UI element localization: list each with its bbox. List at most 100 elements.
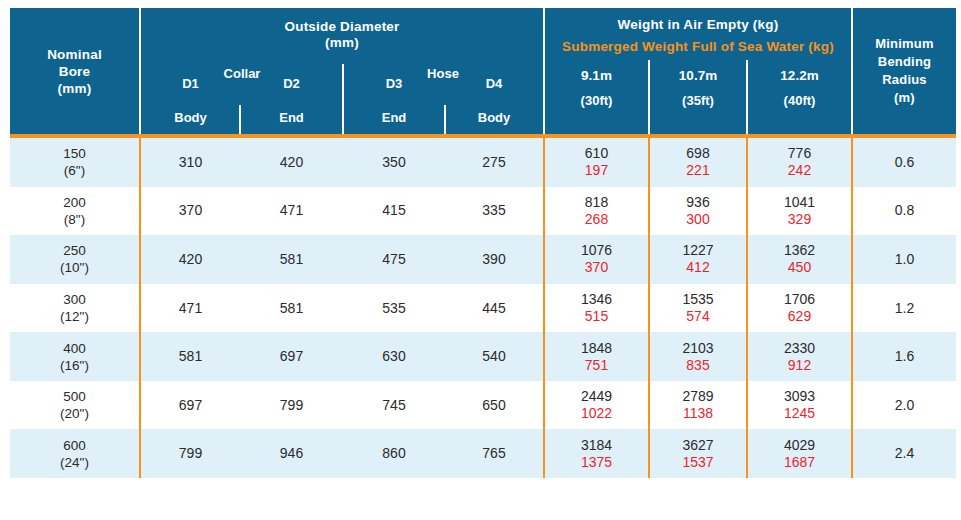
submerged-weight-subtitle: Submerged Weight Full of Sea Water (kg) [545, 39, 851, 54]
outside-diameter-title: Outside Diameter [141, 19, 543, 35]
weight-submerged-value: 412 [686, 259, 709, 276]
bore-inches: (16") [60, 357, 89, 374]
weight-air-value: 3627 [682, 437, 713, 454]
cell-d2: 420 [240, 138, 343, 187]
d3-value: 860 [382, 445, 405, 462]
weight-air-value: 4029 [784, 437, 815, 454]
d4-value: 275 [482, 154, 505, 171]
cell-weight-12-2m: 1041 329 [746, 187, 851, 236]
cell-weight-12-2m: 1706 629 [746, 284, 851, 333]
cell-weight-12-2m: 3093 1245 [746, 381, 851, 430]
d4-value: 765 [482, 445, 505, 462]
outside-diameter-unit: (mm) [141, 35, 543, 51]
weight-air-value: 3184 [581, 437, 612, 454]
d3-value: 415 [382, 202, 405, 219]
cell-d4: 540 [445, 332, 543, 381]
cell-weight-12-2m: 1362 450 [746, 235, 851, 284]
cell-d1: 799 [139, 429, 240, 478]
weight-submerged-value: 197 [585, 162, 608, 179]
d1-value: 370 [179, 202, 202, 219]
divider-end-body [444, 105, 446, 134]
d3-position-label: End [382, 110, 407, 125]
d4-value: 650 [482, 397, 505, 414]
cell-d1: 471 [139, 284, 240, 333]
weight-submerged-value: 515 [585, 308, 608, 325]
cell-d4: 390 [445, 235, 543, 284]
cell-nominal-bore: 600 (24") [10, 429, 139, 478]
cell-d1: 581 [139, 332, 240, 381]
weight-air-value: 1706 [784, 291, 815, 308]
radius-value: 2.0 [895, 397, 914, 414]
weight-air-value: 3093 [784, 388, 815, 405]
radius-value: 1.0 [895, 251, 914, 268]
min-bending-line3: Radius [882, 71, 927, 89]
d3-value: 350 [382, 154, 405, 171]
table-row: 250 (10") 420 581 475 390 1076 370 1227 … [10, 235, 956, 284]
radius-value: 1.2 [895, 300, 914, 317]
cell-d1: 420 [139, 235, 240, 284]
divider-d2-d3 [342, 64, 344, 134]
cell-min-bending-radius: 0.8 [851, 187, 956, 236]
bore-value: 150 [63, 145, 86, 162]
cell-weight-9-1m: 1346 515 [543, 284, 648, 333]
cell-d2: 471 [240, 187, 343, 236]
bore-value: 300 [63, 291, 86, 308]
cell-weight-10-7m: 1535 574 [648, 284, 746, 333]
bore-value: 600 [63, 437, 86, 454]
weight-air-value: 776 [788, 145, 811, 162]
weight-air-value: 1848 [581, 340, 612, 357]
hose-group-label: Hose [427, 66, 459, 81]
bore-value: 200 [63, 194, 86, 211]
length-10-7m: 10.7m [679, 68, 717, 83]
d2-value: 697 [280, 348, 303, 365]
weight-col-10-7m: 10.7m (35ft) [648, 60, 746, 134]
bore-inches: (20") [60, 405, 89, 422]
weight-submerged-value: 751 [585, 357, 608, 374]
table-row: 200 (8") 370 471 415 335 818 268 936 300… [10, 187, 956, 236]
bore-value: 500 [63, 388, 86, 405]
d1-label: D1 [182, 76, 199, 91]
weight-submerged-value: 629 [788, 308, 811, 325]
d2-value: 471 [280, 202, 303, 219]
cell-min-bending-radius: 2.4 [851, 429, 956, 478]
bore-value: 250 [63, 242, 86, 259]
d4-value: 390 [482, 251, 505, 268]
table-row: 300 (12") 471 581 535 445 1346 515 1535 … [10, 284, 956, 333]
weight-air-value: 1535 [682, 291, 713, 308]
weight-submerged-value: 574 [686, 308, 709, 325]
d1-position-label: Body [174, 110, 207, 125]
table-row: 600 (24") 799 946 860 765 3184 1375 3627… [10, 429, 956, 478]
d4-position-label: Body [478, 110, 511, 125]
weight-submerged-value: 1022 [581, 405, 612, 422]
d2-value: 799 [280, 397, 303, 414]
table-body: 150 (6") 310 420 350 275 610 197 698 221… [10, 138, 956, 478]
radius-value: 0.8 [895, 202, 914, 219]
cell-d4: 445 [445, 284, 543, 333]
d1-value: 420 [179, 251, 202, 268]
weight-submerged-value: 300 [686, 211, 709, 228]
d4-value: 335 [482, 202, 505, 219]
cell-d3: 535 [343, 284, 445, 333]
d2-value: 581 [280, 300, 303, 317]
cell-min-bending-radius: 1.2 [851, 284, 956, 333]
cell-nominal-bore: 250 (10") [10, 235, 139, 284]
weight-air-value: 610 [585, 145, 608, 162]
nominal-bore-line1: Nominal [47, 46, 102, 63]
length-12-2m: 12.2m [780, 68, 818, 83]
weight-air-value: 1362 [784, 242, 815, 259]
cell-d3: 475 [343, 235, 445, 284]
d3-value: 475 [382, 251, 405, 268]
cell-weight-10-7m: 3627 1537 [648, 429, 746, 478]
cell-weight-10-7m: 2789 1138 [648, 381, 746, 430]
cell-weight-10-7m: 936 300 [648, 187, 746, 236]
nominal-bore-line2: Bore [59, 63, 91, 80]
divider-body-end [239, 105, 241, 134]
bore-value: 400 [63, 340, 86, 357]
cell-weight-12-2m: 2330 912 [746, 332, 851, 381]
table-row: 150 (6") 310 420 350 275 610 197 698 221… [10, 138, 956, 187]
cell-weight-10-7m: 1227 412 [648, 235, 746, 284]
cell-weight-9-1m: 1076 370 [543, 235, 648, 284]
bore-inches: (8") [64, 211, 85, 228]
cell-d4: 335 [445, 187, 543, 236]
weight-submerged-value: 1245 [784, 405, 815, 422]
